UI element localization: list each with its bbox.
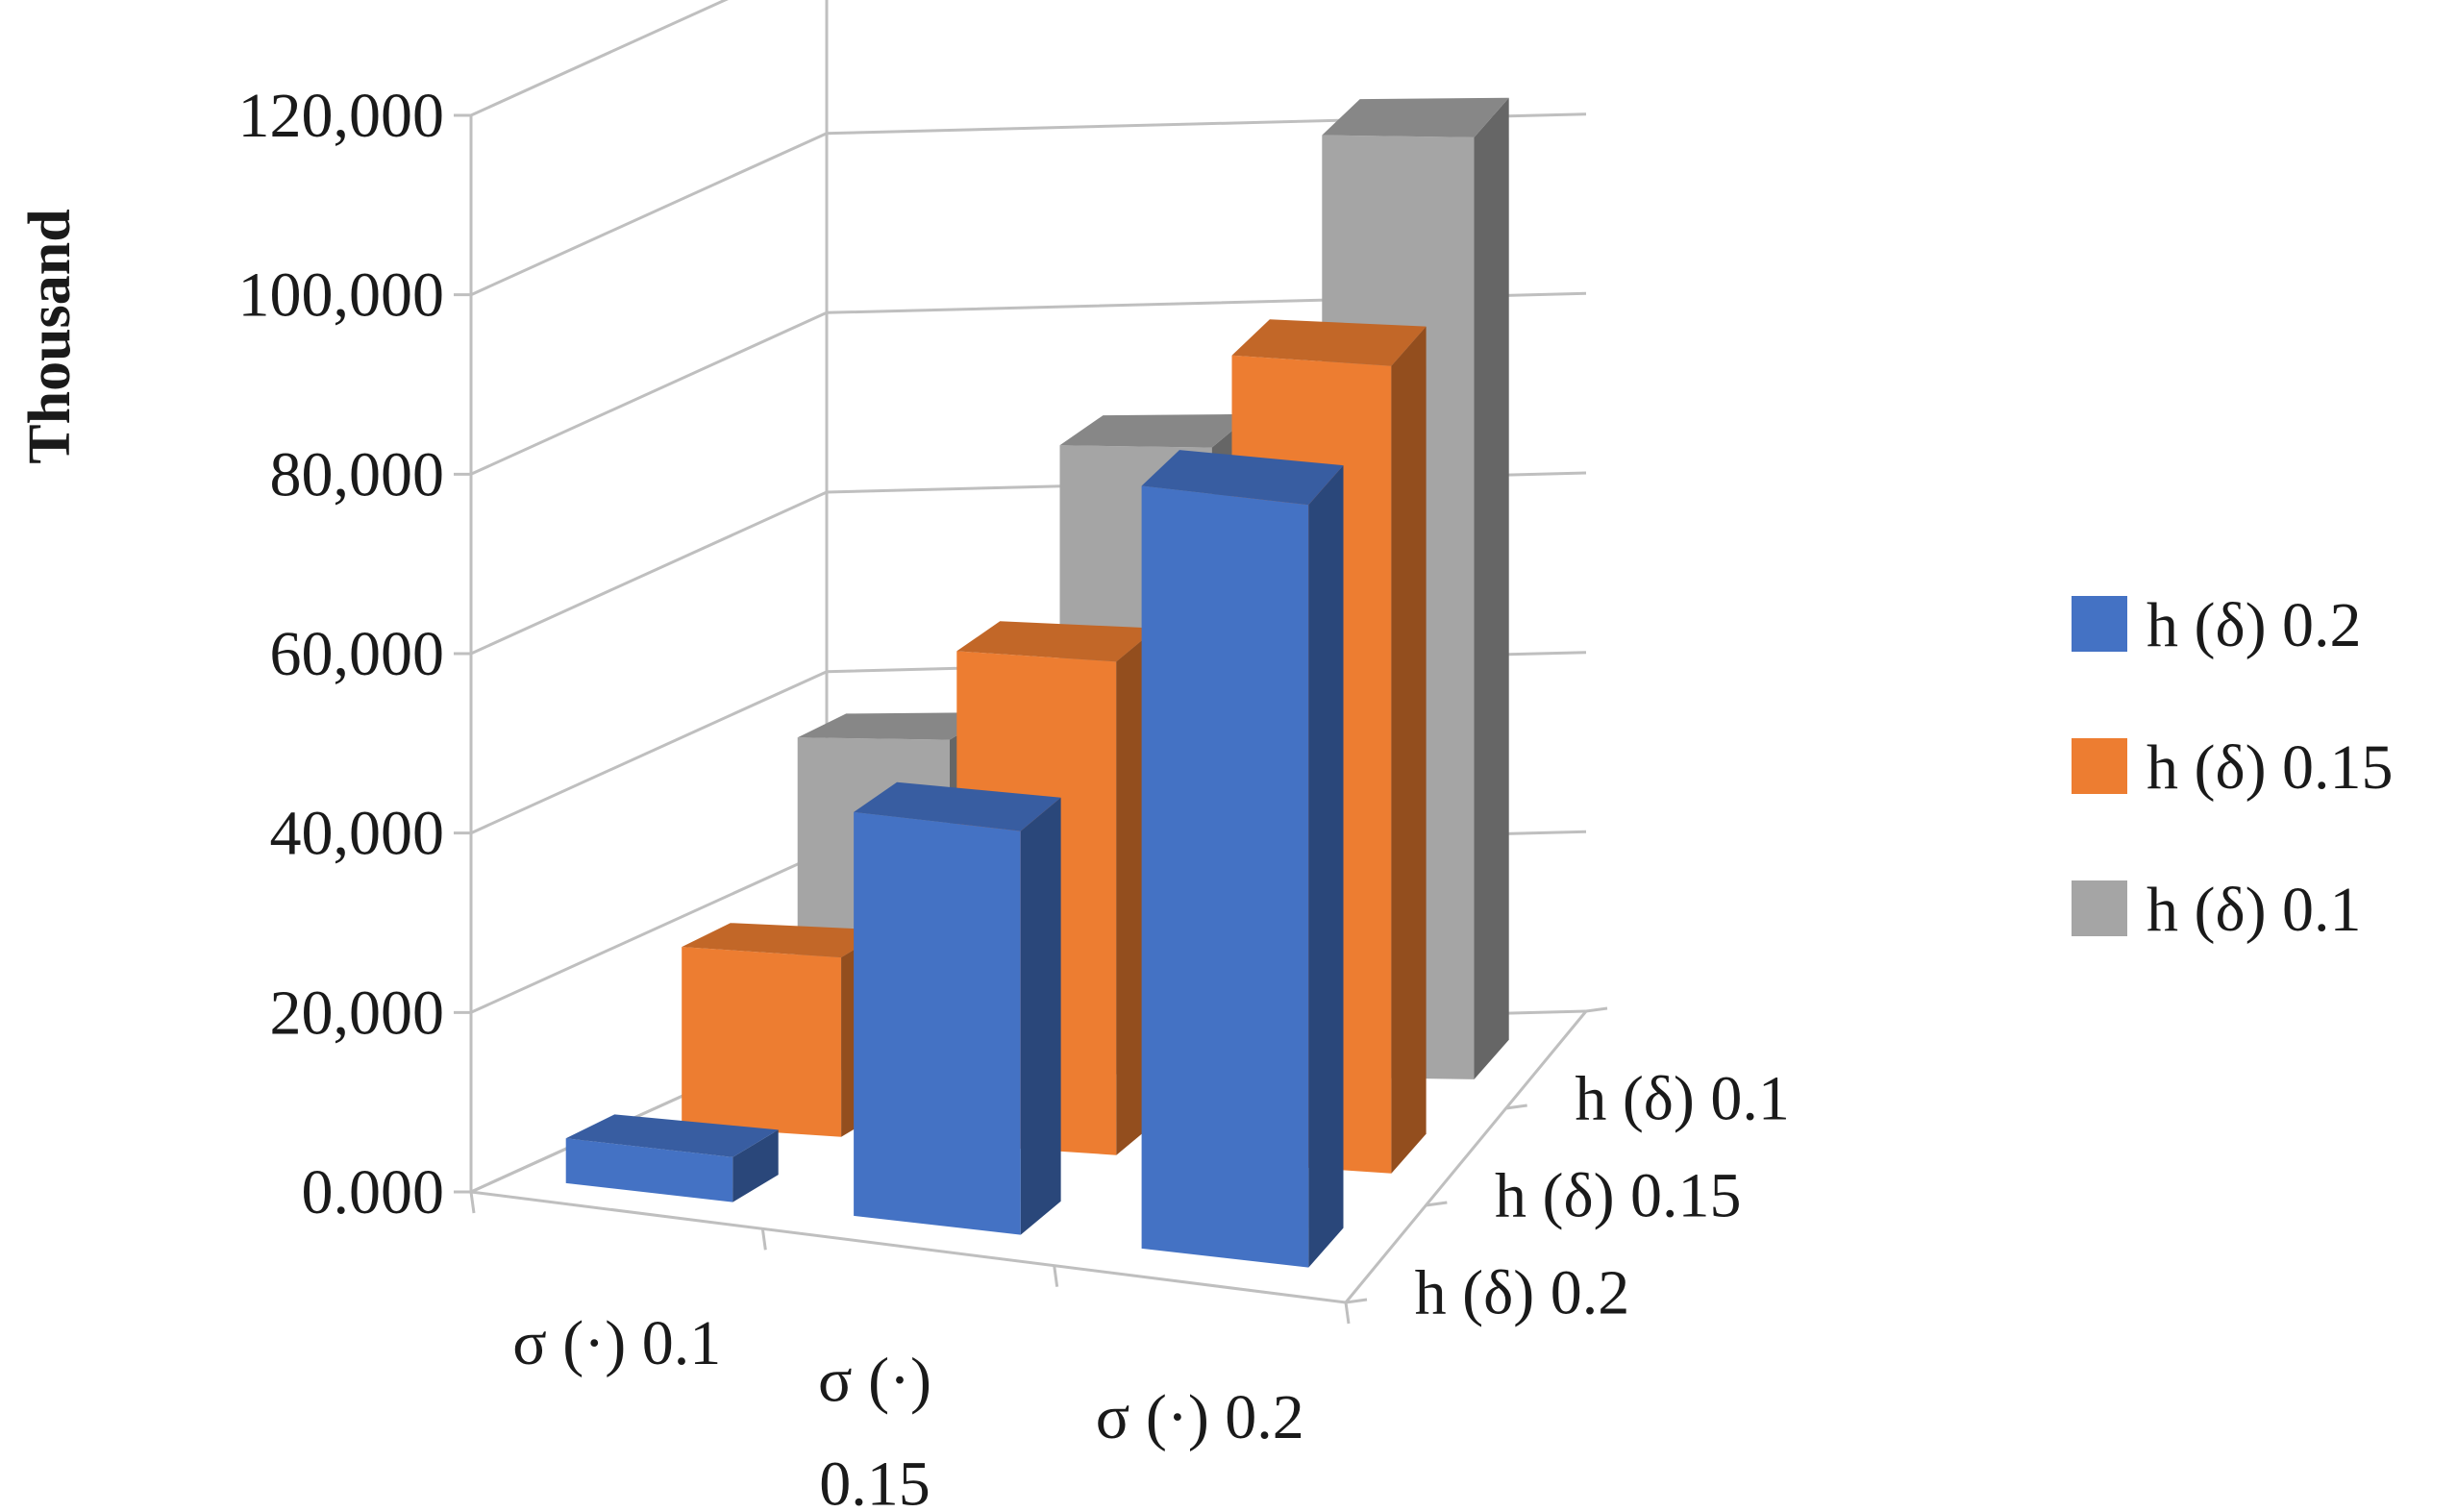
x-tick-mark (1053, 1265, 1059, 1287)
legend-item: h (δ) 0.1 (2072, 875, 2362, 945)
bar-side-face (1391, 326, 1427, 1174)
bar-top-face (1231, 319, 1427, 366)
bars-layer (565, 97, 1509, 1268)
legend-label: h (δ) 0.1 (2147, 875, 2362, 945)
bar-side-face (1474, 97, 1509, 1079)
depth-tick-mark (1345, 1298, 1368, 1304)
depth-tick-mark (1585, 1006, 1608, 1013)
bar (1141, 450, 1344, 1268)
bar (565, 1114, 779, 1202)
x-tick-label: σ (·) 0.1 (512, 1308, 721, 1378)
gridline (470, 0, 729, 117)
y-tick-label: 60,000 (270, 619, 445, 689)
y-tick-label: 0.000 (302, 1157, 445, 1227)
y-tick-label: 20,000 (270, 978, 445, 1048)
bar-side-face (732, 1129, 779, 1202)
legend-swatch (2072, 738, 2127, 794)
x-tick-label: σ (·) 0.15 (818, 1346, 931, 1508)
y-tick-label: 120,000 (238, 81, 445, 151)
legend-swatch (2072, 596, 2127, 652)
legend-item: h (δ) 0.15 (2072, 732, 2394, 803)
y-tick-label: 40,000 (270, 799, 445, 869)
y-axis-title: Thousand (17, 209, 83, 463)
bar-top-face (956, 621, 1157, 662)
bar-top-face (1322, 97, 1509, 137)
y-tick-label: 80,000 (270, 439, 445, 509)
legend-label: h (δ) 0.15 (2147, 732, 2394, 803)
grid-layer (454, 0, 1608, 1325)
depth-tick-label: h (δ) 0.2 (1415, 1258, 1630, 1328)
bar-top-face (854, 781, 1061, 831)
bar-top-face (682, 923, 887, 958)
x-tick-mark (1344, 1301, 1351, 1325)
bar-top-face (797, 712, 996, 740)
bar-front-face (1141, 485, 1309, 1268)
bar-front-face (682, 947, 842, 1137)
x-tick-mark (760, 1228, 767, 1251)
bar (854, 781, 1061, 1235)
y-tick-label: 100,000 (238, 260, 445, 331)
depth-tick-mark (1426, 1201, 1448, 1207)
bar-top-face (565, 1114, 779, 1157)
depth-tick-mark (1505, 1103, 1527, 1110)
legend-item: h (δ) 0.2 (2072, 590, 2362, 660)
bar-front-face (565, 1138, 733, 1202)
floor-outline (465, 1010, 1588, 1304)
legend: h (δ) 0.2 h (δ) 0.15 h (δ) 0.1 (2072, 590, 2394, 945)
x-tick-label: σ (·) 0.2 (1096, 1382, 1304, 1452)
legend-label: h (δ) 0.2 (2147, 590, 2362, 660)
depth-tick-label: h (δ) 0.15 (1495, 1161, 1742, 1231)
labels-layer: 0.000 20,000 40,000 60,000 80,000 100,000 120,… (17, 81, 1790, 1512)
depth-tick-label: h (δ) 0.1 (1575, 1064, 1790, 1134)
bar-front-face (854, 811, 1021, 1235)
bar-top-face (1059, 413, 1253, 448)
legend-swatch (2072, 880, 2127, 936)
x-tick-mark (469, 1191, 476, 1214)
bar-side-face (1020, 797, 1061, 1235)
bar-side-face (1308, 465, 1344, 1268)
bar-top-face (1141, 450, 1344, 506)
